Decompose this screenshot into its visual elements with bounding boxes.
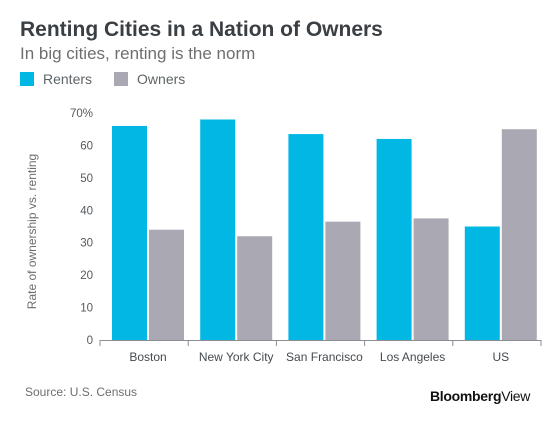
chart-title: Renting Cities in a Nation of Owners (20, 18, 383, 41)
bar-owners (149, 229, 184, 340)
bar-owners (237, 236, 273, 340)
y-tick-label: 30 (80, 238, 93, 250)
bar-renters (288, 134, 324, 340)
x-tick-label: New York City (199, 350, 274, 364)
x-tick-label: US (492, 350, 509, 364)
bar-owners (501, 129, 537, 340)
legend-swatch-owners (114, 72, 129, 86)
y-tick-label: 0 (87, 335, 93, 347)
brand-logo-light: View (501, 388, 531, 404)
x-tick-label: San Francisco (286, 350, 363, 364)
bar-renters (464, 226, 500, 340)
x-tick-label: Los Angeles (380, 350, 445, 364)
legend: Renters Owners (20, 71, 207, 87)
y-tick-label: 50 (80, 173, 93, 185)
y-tick-label: 10 (80, 303, 93, 315)
legend-label-owners: Owners (137, 71, 186, 87)
brand-logo-bold: Bloomberg (430, 388, 502, 404)
y-tick-label: 70% (70, 108, 93, 120)
chart-subtitle: In big cities, renting is the norm (20, 44, 256, 63)
source-note: Source: U.S. Census (25, 385, 138, 399)
bar-renters (112, 125, 147, 340)
y-axis-title: Rate of ownership vs. renting (25, 154, 39, 309)
x-tick-label: Boston (129, 350, 166, 364)
y-tick-label: 40 (80, 205, 93, 217)
bar-owners (413, 218, 449, 340)
brand-logo: BloombergView (430, 388, 530, 404)
legend-swatch-renters (20, 72, 34, 86)
legend-label-renters: Renters (43, 71, 93, 87)
y-tick-label: 60 (80, 140, 93, 152)
bar-owners (325, 221, 361, 340)
legend-item-renters: Renters (20, 71, 92, 87)
legend-item-owners: Owners (114, 71, 185, 87)
bar-renters (376, 138, 412, 340)
bar-renters (200, 119, 236, 340)
y-tick-label: 20 (80, 270, 93, 282)
